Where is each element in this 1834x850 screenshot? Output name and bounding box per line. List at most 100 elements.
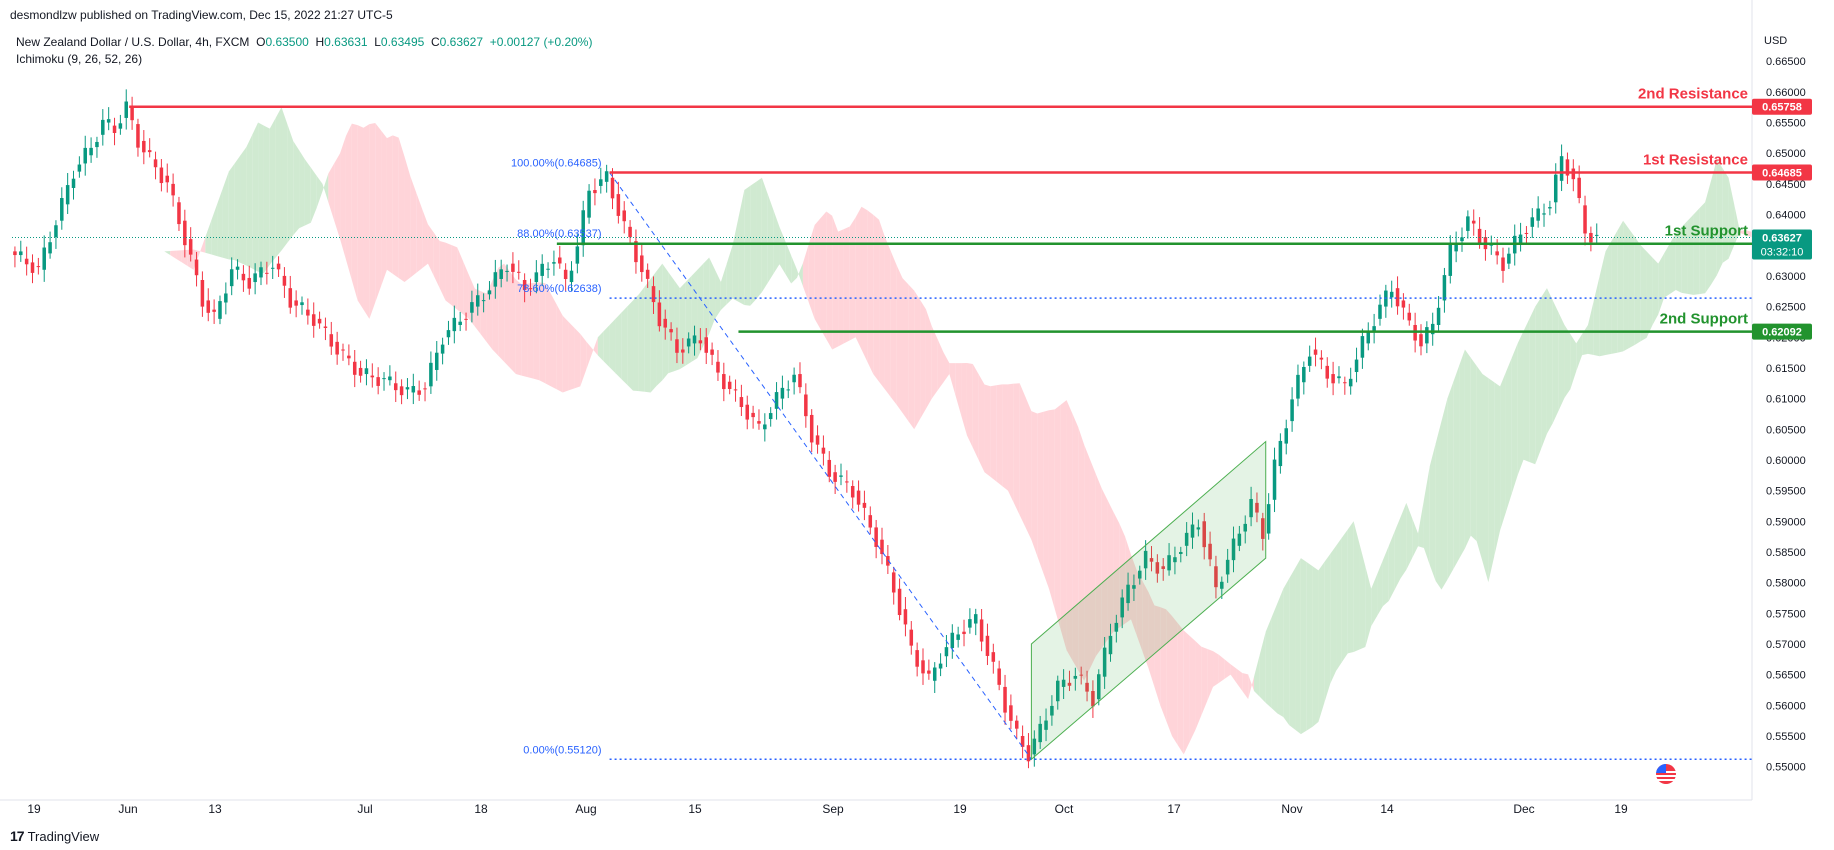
candle-body [763, 424, 767, 430]
candle-body [1530, 217, 1535, 227]
candle-body [48, 242, 52, 254]
candle-body [809, 414, 814, 443]
candle-body [1372, 326, 1376, 332]
cloud-segment [422, 208, 428, 269]
cloud-segment [1365, 566, 1372, 648]
candle-body [692, 335, 697, 344]
candle-body [1114, 622, 1119, 632]
currency-label: USD [1764, 35, 1787, 47]
candle-body [147, 150, 152, 153]
cloud-segment [550, 294, 557, 390]
cloud-segment [1710, 159, 1717, 285]
cloud-segment [633, 294, 639, 392]
candle-body [511, 263, 515, 272]
cloud-segment [1048, 409, 1055, 610]
cloud-segment [504, 263, 510, 368]
cloud-segment [1019, 383, 1026, 528]
cloud-segment [1611, 230, 1618, 354]
y-tick-label: 0.57500 [1766, 608, 1806, 620]
candle-body [1553, 174, 1558, 203]
x-tick-label: 19 [1614, 802, 1628, 816]
candle-body [757, 421, 761, 424]
cloud-segment [1570, 334, 1577, 390]
candle-body [1143, 550, 1148, 569]
cloud-segment [1558, 312, 1565, 411]
price-axis[interactable]: USD0.665000.660000.655000.650000.645000.… [1752, 35, 1812, 774]
candle-body [1354, 359, 1359, 373]
candle-body [897, 588, 902, 616]
rising-channel[interactable] [1030, 440, 1267, 761]
cloud-segment [1412, 518, 1419, 558]
cloud-segment [1341, 529, 1348, 663]
candle-body [716, 361, 720, 373]
symbol-name[interactable]: New Zealand Dollar / U.S. Dollar, 4h, FX… [16, 35, 250, 49]
y-tick-label: 0.58500 [1766, 547, 1806, 559]
time-axis[interactable]: 19 Jun 13 Jul 18 Aug 15 Sep 19 Oct 17 Nov 14 Dec 19 [27, 802, 1628, 816]
cloud-segment [1002, 384, 1008, 491]
candle-body [1225, 559, 1230, 575]
candle-body [915, 650, 919, 667]
candle-body [880, 539, 884, 555]
low-label: L [374, 35, 381, 49]
cloud-segment [961, 363, 967, 436]
candle-body [956, 634, 960, 640]
cloud-segment [357, 125, 364, 310]
cloud-segment [1054, 404, 1061, 630]
cloud-segment [1330, 545, 1337, 684]
level-name: 2nd Support [1660, 311, 1748, 328]
candle-body [159, 167, 164, 184]
candle-body [1524, 232, 1529, 234]
candle-body [399, 386, 404, 396]
cloud-segment [375, 122, 382, 303]
candle-body [259, 267, 263, 278]
candle-body [722, 374, 726, 390]
cloud-segment [586, 341, 592, 370]
candle-body [804, 394, 808, 417]
candle-body [1266, 504, 1271, 534]
candle-body [528, 288, 533, 290]
us-flag-icon [1656, 763, 1676, 784]
candle-body [962, 631, 966, 635]
cloud-segment [427, 224, 434, 276]
candle-body [229, 269, 234, 287]
tradingview-footer[interactable]: 17 TradingView [10, 828, 99, 844]
candle-body [1020, 735, 1025, 747]
cloud-segment [1628, 228, 1635, 349]
cloud-segment [814, 218, 821, 330]
candle-body [640, 255, 644, 273]
cloud-segment [832, 215, 839, 350]
cloud-segment [920, 299, 926, 420]
cloud-segment [580, 333, 587, 387]
cloud-segment [1693, 208, 1700, 295]
candle-body [733, 389, 738, 391]
cloud-segment [1582, 324, 1588, 356]
cloud-segment [486, 280, 493, 350]
candle-body [868, 515, 873, 528]
cloud-segment [1371, 574, 1378, 627]
candle-body [1442, 275, 1447, 301]
cloud-segment [1464, 349, 1471, 549]
candle-body [850, 486, 855, 498]
cloud-segment [381, 130, 387, 287]
candle-body [1044, 720, 1048, 730]
candle-body [118, 123, 123, 129]
candle-body [1495, 251, 1499, 256]
indicator-line[interactable]: Ichimoku (9, 26, 52, 26) [16, 52, 143, 66]
candle-body [60, 198, 64, 221]
cloud-segment [269, 117, 276, 265]
cloud-segment [1529, 306, 1536, 465]
cloud-segment [1511, 343, 1518, 494]
cloud-segment [363, 124, 370, 319]
candle-body [77, 164, 82, 172]
candle-body [1161, 566, 1165, 569]
cloud-segment [966, 363, 973, 448]
candle-body [1026, 745, 1031, 762]
support-resistance-levels[interactable]: 2nd Resistance 1st Resistance 1st Support 2… [129, 86, 1752, 333]
x-tick-label: 19 [953, 802, 967, 816]
fibonacci-retracement[interactable]: 100.00%(0.64685) 88.00%(0.63537) 78.60%(0.… [12, 158, 1752, 761]
cloud-segment [949, 363, 956, 395]
candle-body [891, 572, 896, 593]
candle-body [42, 247, 46, 270]
candle-body [1565, 159, 1570, 176]
